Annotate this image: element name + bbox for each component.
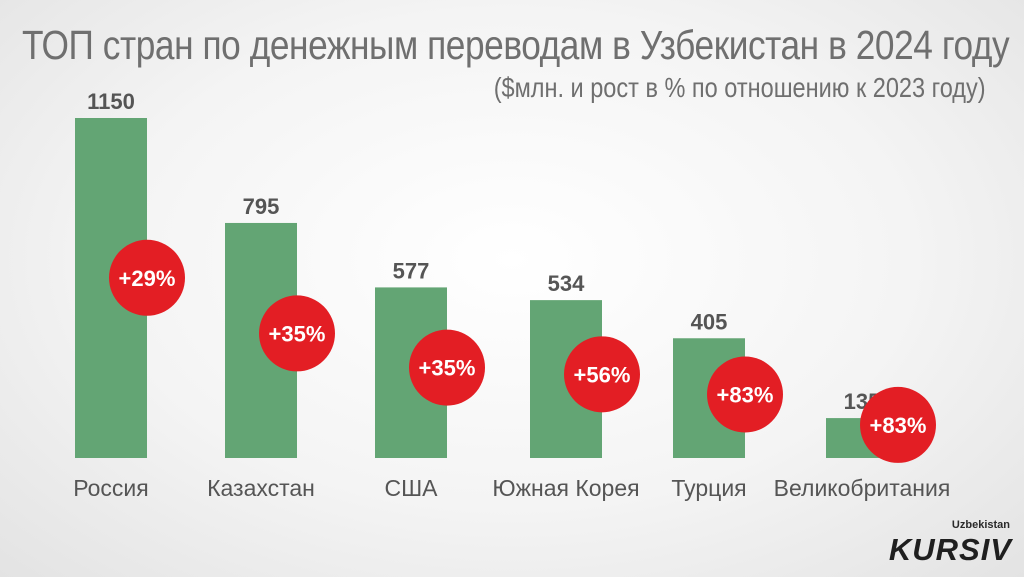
value-label-0: 1150	[87, 89, 135, 114]
chart-subtitle: ($млн. и рост в % по отношению к 2023 го…	[494, 72, 986, 103]
growth-badge-2	[409, 329, 485, 406]
growth-label-3: +56%	[574, 362, 631, 387]
category-label-2: США	[384, 475, 438, 501]
growth-label-1: +35%	[269, 321, 326, 346]
growth-badge-1	[259, 295, 335, 372]
category-label-0: Россия	[73, 475, 148, 501]
growth-label-0: +29%	[119, 266, 176, 291]
growth-badge-3	[564, 336, 640, 413]
value-label-3: 534	[548, 271, 585, 296]
growth-label-2: +35%	[419, 356, 476, 381]
logo-country-label: Uzbekistan	[951, 519, 1010, 531]
growth-badge-0	[109, 239, 185, 316]
category-label-3: Южная Корея	[492, 475, 639, 501]
growth-label-5: +83%	[870, 413, 927, 438]
category-label-4: Турция	[671, 475, 746, 501]
value-label-4: 405	[691, 309, 728, 334]
growth-badge-5	[860, 386, 936, 463]
chart-title: ТОП стран по денежным переводам в Узбеки…	[22, 22, 1010, 68]
category-label-5: Великобритания	[774, 475, 951, 501]
kursiv-logo: KURSIV	[888, 532, 1012, 567]
category-label-1: Казахстан	[207, 475, 315, 501]
growth-label-4: +83%	[717, 383, 774, 408]
value-label-2: 577	[393, 258, 430, 283]
value-label-1: 795	[243, 194, 280, 219]
growth-badge-4	[707, 356, 783, 433]
